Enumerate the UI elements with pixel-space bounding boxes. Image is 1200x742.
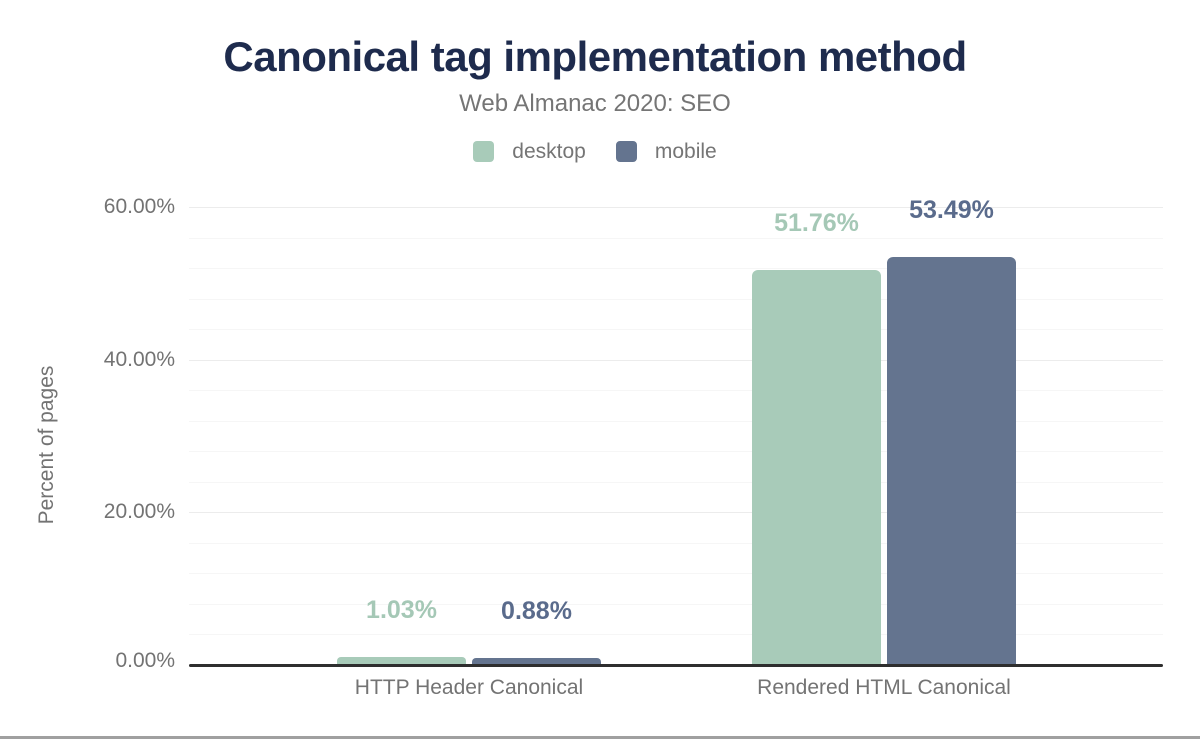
major-gridline xyxy=(189,207,1163,208)
minor-gridline xyxy=(189,329,1163,330)
minor-gridline xyxy=(189,390,1163,391)
legend-item-mobile: mobile xyxy=(615,140,717,163)
minor-gridline xyxy=(189,299,1163,300)
minor-gridline xyxy=(189,573,1163,574)
chart-title: Canonical tag implementation method xyxy=(223,33,967,80)
y-tick-label: 0.00% xyxy=(115,649,175,672)
bar-mobile-1 xyxy=(472,658,601,665)
minor-gridline xyxy=(189,421,1163,422)
minor-gridline xyxy=(189,604,1163,605)
minor-gridline xyxy=(189,451,1163,452)
y-tick-label: 40.00% xyxy=(103,348,175,371)
x-axis-line xyxy=(189,664,1163,667)
bar-mobile-2 xyxy=(887,257,1016,665)
legend-label-desktop: desktop xyxy=(512,140,586,163)
chart-subtitle: Web Almanac 2020: SEO xyxy=(459,90,731,117)
minor-gridline xyxy=(189,634,1163,635)
major-gridline xyxy=(189,360,1163,361)
y-tick-label: 20.00% xyxy=(103,500,175,523)
desktop-swatch-icon xyxy=(473,141,495,162)
bar-desktop-1 xyxy=(337,657,466,665)
bar-value-label-mobile-2: 53.49% xyxy=(909,196,994,224)
legend-item-desktop: desktop xyxy=(473,141,586,162)
bar-value-label-desktop-2: 51.76% xyxy=(774,209,859,237)
minor-gridline xyxy=(189,543,1163,544)
mobile-swatch-icon xyxy=(615,141,637,162)
bar-value-label-desktop-1: 1.03% xyxy=(366,596,437,624)
chart-legend: desktop mobile xyxy=(0,141,1190,162)
major-gridline xyxy=(189,512,1163,513)
x-category-label: HTTP Header Canonical xyxy=(354,676,584,699)
bar-desktop-2 xyxy=(752,270,881,665)
x-category-label: Rendered HTML Canonical xyxy=(757,676,1011,699)
y-tick-label: 60.00% xyxy=(103,195,175,218)
bottom-divider xyxy=(0,736,1200,739)
legend-label-mobile: mobile xyxy=(654,140,717,163)
minor-gridline xyxy=(189,268,1163,269)
bar-value-label-mobile-1: 0.88% xyxy=(501,597,572,625)
minor-gridline xyxy=(189,238,1163,239)
minor-gridline xyxy=(189,482,1163,483)
